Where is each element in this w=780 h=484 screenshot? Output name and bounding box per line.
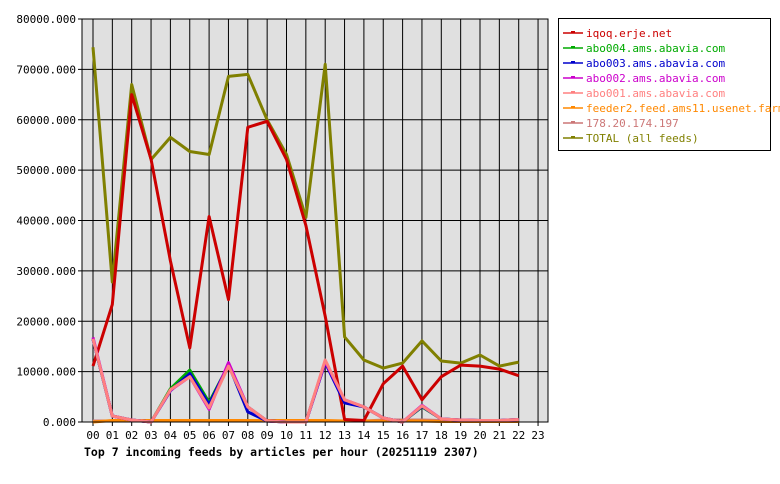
x-tick-label: 09 — [261, 429, 274, 442]
legend-marker — [571, 76, 575, 78]
legend-marker — [571, 106, 575, 108]
legend-label: TOTAL (all feeds) — [586, 132, 699, 145]
y-tick-label: 60000.000 — [16, 114, 76, 127]
x-tick-label: 21 — [493, 429, 506, 442]
x-axis-ticks: 00 01 02 03 04 05 06 07 08 09 10 11 12 13 14 15 16 17 18 19… — [86, 422, 544, 442]
x-tick-label: 07 — [222, 429, 235, 442]
legend-label: abo003.ams.abavia.com — [586, 57, 725, 70]
y-tick-label: 40000.000 — [16, 215, 76, 228]
legend-label: iqoq.erje.net — [586, 27, 672, 40]
chart-title: Top 7 incoming feeds by articles per hou… — [84, 445, 479, 459]
x-tick-label: 10 — [280, 429, 293, 442]
y-tick-label: 20000.000 — [16, 315, 76, 328]
y-tick-label: 80000.000 — [16, 13, 76, 26]
legend-marker — [571, 91, 575, 93]
x-tick-label: 08 — [241, 429, 254, 442]
x-tick-label: 20 — [473, 429, 486, 442]
y-tick-label: 70000.000 — [16, 63, 76, 76]
x-tick-label: 06 — [202, 429, 215, 442]
x-tick-label: 00 — [86, 429, 99, 442]
y-tick-label: 50000.000 — [16, 164, 76, 177]
y-tick-label: 0.000 — [43, 416, 76, 429]
x-tick-label: 22 — [512, 429, 525, 442]
y-tick-label: 10000.000 — [16, 366, 76, 379]
x-tick-label: 23 — [531, 429, 544, 442]
x-tick-label: 03 — [144, 429, 157, 442]
legend-marker — [571, 121, 575, 123]
x-tick-label: 17 — [415, 429, 428, 442]
y-axis-ticks: 0.000 10000.000 20000.000 30000.000 40000.00… — [16, 13, 82, 429]
x-tick-label: 05 — [183, 429, 196, 442]
legend-marker — [571, 136, 575, 138]
x-tick-label: 01 — [106, 429, 119, 442]
legend-marker — [571, 46, 575, 48]
x-tick-label: 02 — [125, 429, 138, 442]
x-tick-label: 15 — [377, 429, 390, 442]
legend-label: abo001.ams.abavia.com — [586, 87, 725, 100]
legend-marker — [571, 31, 575, 33]
legend-label: 178.20.174.197 — [586, 117, 679, 130]
x-tick-label: 12 — [319, 429, 332, 442]
x-tick-label: 11 — [299, 429, 312, 442]
x-tick-label: 18 — [435, 429, 448, 442]
legend-label: abo004.ams.abavia.com — [586, 42, 725, 55]
legend-label: abo002.ams.abavia.com — [586, 72, 725, 85]
x-tick-label: 04 — [164, 429, 178, 442]
x-tick-label: 14 — [357, 429, 371, 442]
x-tick-label: 16 — [396, 429, 409, 442]
legend-marker — [571, 61, 575, 63]
y-tick-label: 30000.000 — [16, 265, 76, 278]
legend: iqoq.erje.net abo004.ams.abavia.com abo003… — [559, 19, 780, 151]
legend-label: feeder2.feed.ams11.usenet.farm — [586, 102, 780, 115]
x-tick-label: 13 — [338, 429, 351, 442]
x-tick-label: 19 — [454, 429, 467, 442]
